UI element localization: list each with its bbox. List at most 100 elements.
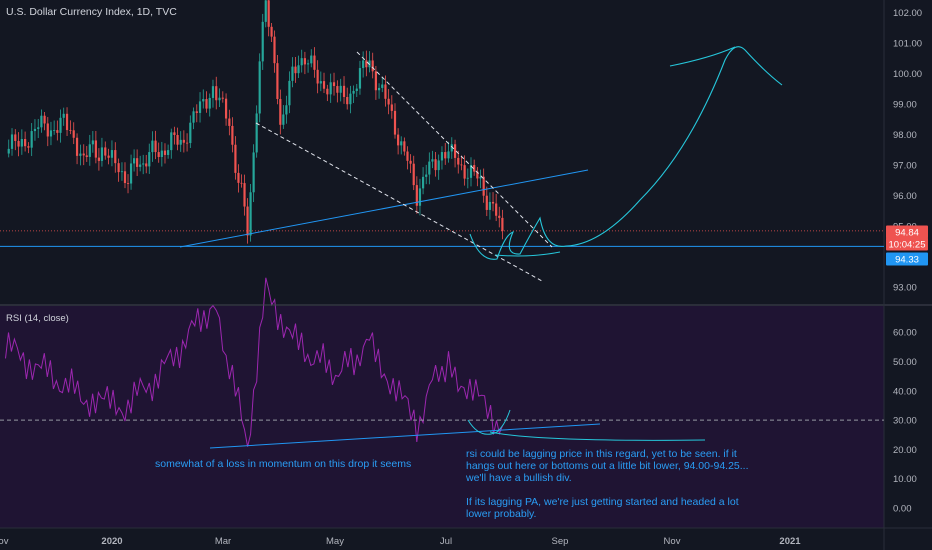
candle-body bbox=[261, 21, 264, 62]
candle-body bbox=[428, 161, 431, 175]
candle-body bbox=[117, 163, 120, 173]
candle-body bbox=[476, 171, 479, 179]
candle-body bbox=[114, 150, 117, 164]
note-left-text: somewhat of a loss in momentum on this d… bbox=[155, 458, 412, 470]
candle-body bbox=[384, 84, 387, 99]
candle-body bbox=[479, 176, 482, 179]
candle-body bbox=[498, 215, 501, 218]
candle-body bbox=[270, 26, 273, 37]
candle-body bbox=[195, 111, 198, 113]
candle-body bbox=[234, 144, 237, 173]
candle-body bbox=[72, 130, 75, 138]
candle-body bbox=[329, 82, 332, 95]
time-tick-label: Sep bbox=[552, 536, 569, 547]
candle-body bbox=[297, 65, 300, 74]
time-tick-label: Nov bbox=[0, 536, 9, 547]
candle-body bbox=[362, 60, 365, 69]
candle-body bbox=[300, 58, 303, 66]
candle-body bbox=[403, 141, 406, 152]
candle-body bbox=[69, 130, 72, 131]
candle-body bbox=[390, 104, 393, 111]
candle-body bbox=[306, 63, 310, 65]
price-tick-label: 100.00 bbox=[893, 69, 922, 80]
candle-body bbox=[460, 164, 463, 166]
rsi-pane-background bbox=[0, 306, 884, 528]
rsi-curve bbox=[467, 409, 511, 435]
candle-body bbox=[246, 206, 249, 236]
candle-body bbox=[349, 93, 352, 105]
candle-body bbox=[249, 192, 252, 236]
rsi-tick-label: 0.00 bbox=[893, 504, 912, 515]
candle-body bbox=[326, 88, 329, 95]
candle-body bbox=[313, 55, 316, 70]
candle-body bbox=[255, 113, 258, 153]
candle-body bbox=[7, 148, 10, 154]
candle-body bbox=[129, 163, 133, 184]
candle-body bbox=[94, 140, 97, 158]
candle-body bbox=[62, 113, 65, 118]
time-tick-label: 2021 bbox=[779, 536, 801, 547]
time-tick-label: May bbox=[326, 536, 344, 547]
candle-body bbox=[46, 123, 49, 137]
candle-body bbox=[434, 159, 437, 171]
candle-body bbox=[418, 188, 422, 206]
candle-body bbox=[491, 201, 495, 204]
candle-body bbox=[469, 165, 473, 178]
candle-body bbox=[276, 63, 279, 99]
candle-body bbox=[437, 160, 440, 171]
candle-body bbox=[136, 158, 139, 167]
price-tick-label: 97.00 bbox=[893, 161, 917, 172]
candle-body bbox=[444, 152, 447, 159]
candle-body bbox=[33, 128, 37, 132]
candle-body bbox=[457, 157, 460, 165]
candle-body bbox=[400, 141, 403, 146]
candle-body bbox=[104, 147, 107, 156]
candle-body bbox=[24, 139, 27, 147]
candle-body bbox=[387, 98, 390, 105]
candle-body bbox=[316, 69, 319, 84]
countdown-badge-bg bbox=[886, 237, 928, 251]
candle-body bbox=[322, 81, 326, 89]
candle-body bbox=[450, 144, 453, 152]
candle-body bbox=[371, 60, 374, 72]
candle-body bbox=[409, 160, 412, 164]
candle-body bbox=[336, 86, 339, 93]
rsi-curve-tail bbox=[489, 431, 706, 441]
candle-body bbox=[397, 134, 400, 146]
level-badge: 94.33 bbox=[886, 252, 928, 266]
candle-body bbox=[482, 176, 485, 196]
candle-body bbox=[421, 176, 425, 189]
note-right-text-2: If its lagging PA, we're just getting st… bbox=[466, 496, 739, 520]
rsi-tick-label: 30.00 bbox=[893, 416, 917, 427]
time-tick-label: Nov bbox=[664, 536, 681, 547]
candle-body bbox=[473, 165, 476, 172]
candle-body bbox=[97, 157, 101, 161]
candle-body bbox=[310, 55, 313, 64]
candle-body bbox=[218, 97, 221, 101]
candle-body bbox=[120, 171, 124, 173]
candle-body bbox=[79, 153, 82, 156]
candle-body bbox=[151, 140, 154, 153]
rising-trendline bbox=[179, 169, 589, 248]
candle-body bbox=[88, 144, 91, 157]
candle-body bbox=[332, 82, 336, 87]
candle-body bbox=[160, 150, 163, 158]
candle-body bbox=[501, 217, 504, 231]
rsi-rising-trendline bbox=[209, 423, 601, 449]
price-tick-label: 101.00 bbox=[893, 39, 922, 50]
candle-body bbox=[198, 101, 202, 113]
price-tick-label: 102.00 bbox=[893, 8, 922, 19]
candle-body bbox=[488, 201, 492, 210]
candle-body bbox=[20, 139, 23, 147]
level-badge-bg bbox=[886, 252, 928, 266]
candle-body bbox=[75, 137, 79, 156]
candle-body bbox=[415, 185, 418, 206]
last-price-badge-text: 94.84 bbox=[895, 228, 919, 239]
candle-body bbox=[179, 139, 182, 145]
candle-body bbox=[406, 151, 409, 161]
countdown-badge-text: 10:04:25 bbox=[889, 240, 926, 251]
candle-body bbox=[221, 97, 224, 99]
candle-body bbox=[208, 97, 211, 109]
candle-body bbox=[303, 58, 306, 65]
